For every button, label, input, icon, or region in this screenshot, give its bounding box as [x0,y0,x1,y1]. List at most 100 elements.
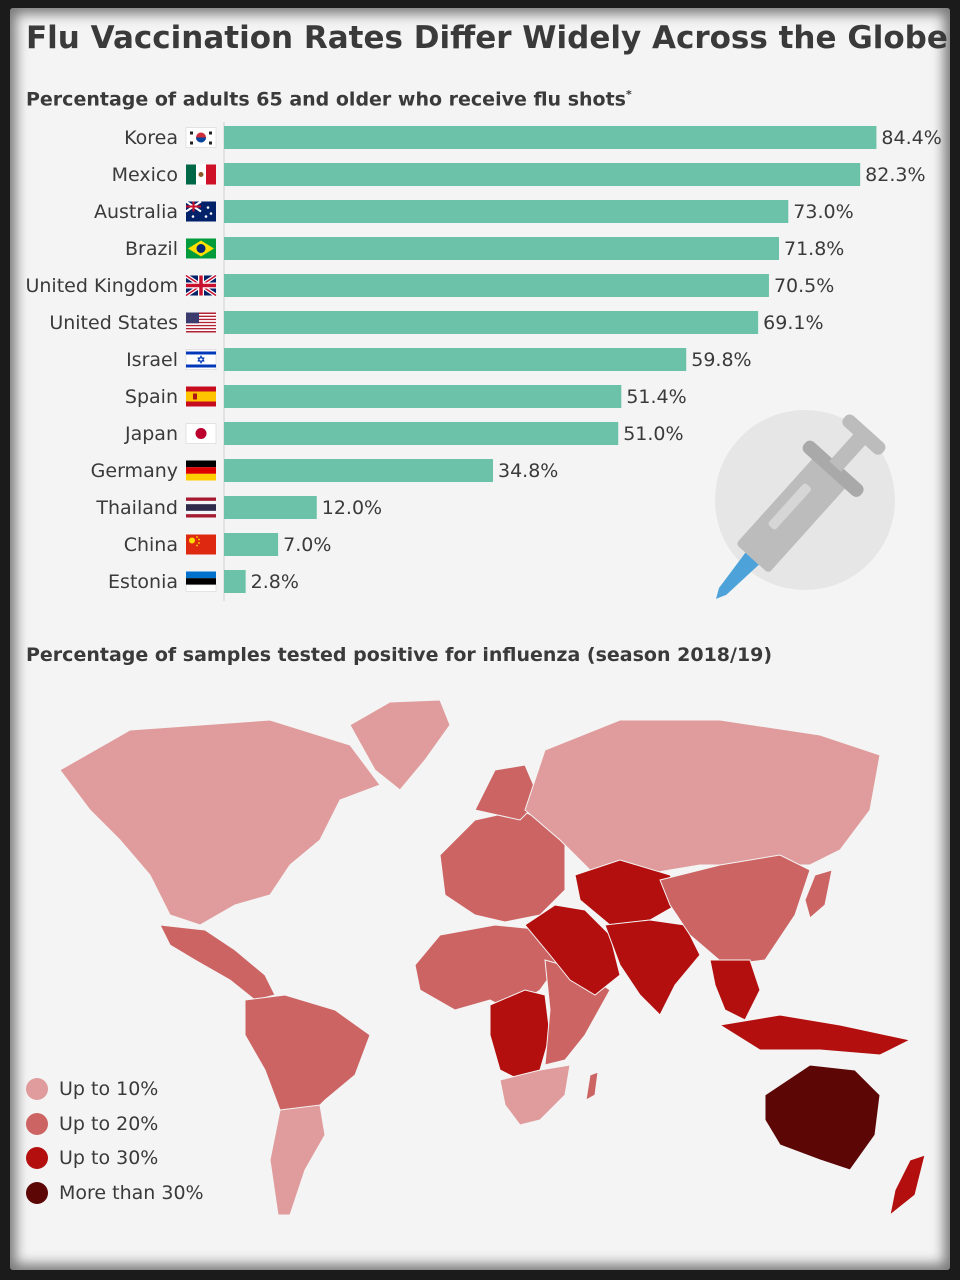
flag-trigram [209,131,212,135]
value-label: 73.0% [793,201,853,223]
map-region-australia [764,1064,881,1171]
flag-stripe [186,571,216,579]
map-region-middle-east [524,904,621,996]
flag-spain-icon [186,386,216,407]
flag-stripe [186,330,216,333]
flag-taegeuk-blue [196,137,206,143]
syringe-barrel [737,457,846,572]
flag-emblem [198,172,204,177]
flag-estonia-icon [185,571,217,592]
flag-stripe [186,391,216,402]
value-label: 12.0% [322,497,382,519]
legend-label: Up to 30% [59,1147,159,1170]
flag-stripe [186,473,216,481]
flag-cross [186,201,201,212]
bar [224,311,759,334]
footnote-mark: * [625,88,632,101]
flag-stripe [186,320,216,322]
flag-stripe [186,467,216,474]
map-regions [59,699,926,1217]
map-subtitle: Percentage of samples tested positive fo… [26,644,773,666]
flag-canton [186,312,199,324]
value-label: 51.0% [623,423,683,445]
flag-star [197,357,205,364]
category-label: Germany [91,460,178,482]
category-label: United Kingdom [25,275,178,297]
bar-chart-subtitle: Percentage of adults 65 and older who re… [26,88,632,110]
flag-stripe [186,329,216,331]
flag-japan-icon [185,423,217,444]
legend-item: Up to 10% [26,1072,204,1107]
map-region-japan [804,869,833,919]
flag-australia-icon [185,200,216,222]
flag-star [198,542,200,544]
map-region-madagascar [585,1071,599,1101]
syringe-window [768,483,811,530]
category-label: Thailand [95,497,178,519]
flag-stripe [186,323,216,325]
legend-item: Up to 30% [26,1141,204,1176]
flag-mexico-icon [186,164,216,185]
flag-united-states-icon [186,312,216,333]
bar [224,570,246,593]
bar [224,163,861,186]
syringe-needle [716,552,759,599]
category-label: Australia [94,201,178,223]
flag-stripe [186,364,216,368]
legend-item: More than 30% [26,1176,204,1211]
flag-stripe [186,315,216,318]
flag-star [196,536,198,538]
map-region-indonesia [718,1014,912,1056]
legend-label: More than 30% [59,1181,204,1204]
flag-star [198,538,200,541]
value-label: 71.8% [784,238,844,260]
map-region-southern-africa [499,1064,571,1126]
map-region-south-america-north [244,994,371,1121]
flag-china-icon [186,534,216,555]
flag-stripe [186,504,216,511]
flag-united-kingdom-icon [184,273,218,298]
flag-stripe [186,326,216,328]
legend-swatch [26,1181,48,1204]
syringe-plunger-cap [842,414,886,455]
bar [224,200,789,223]
bar [224,274,769,297]
map-region-southeast-asia [709,959,761,1021]
category-label: Japan [124,423,178,445]
bar-chart-subtitle-text: Percentage of adults 65 and older who re… [26,88,626,111]
flag-korea-icon [185,127,217,148]
flag-stripe [186,578,216,585]
flag-israel-icon [185,349,217,370]
category-label: Mexico [112,164,178,186]
map-region-south-america-south [269,1104,326,1216]
category-label: Estonia [108,571,178,593]
legend-swatch [26,1078,48,1101]
flag-stripe [185,584,217,592]
bar [224,496,317,519]
flag-star [197,355,205,362]
map-region-central-america [159,924,276,1001]
flag-star [206,206,210,209]
value-label: 51.4% [626,386,686,408]
category-label: Korea [124,127,178,149]
bar [224,422,619,445]
bar [224,459,494,482]
value-label: 84.4% [881,127,941,149]
map-region-china [659,854,811,966]
category-label: China [124,534,178,556]
value-label: 7.0% [283,534,331,556]
map-region-north-africa [414,924,566,1011]
flag-stripe [186,321,216,324]
map-region-greenland [349,699,451,791]
legend-label: Up to 20% [59,1112,159,1135]
category-label: United States [49,312,178,334]
bar [224,533,279,556]
flag-star [209,212,213,215]
vaccination-bar-chart: Korea 84.4% Mexico 82.3% Australia 73.0% Brazi… [25,122,942,601]
category-label: Spain [125,386,178,408]
flag-stripe [186,351,216,355]
value-label: 59.8% [691,349,751,371]
flag-cross-red [186,275,216,296]
map-region-scandinavia [474,764,541,821]
bar [224,237,780,260]
